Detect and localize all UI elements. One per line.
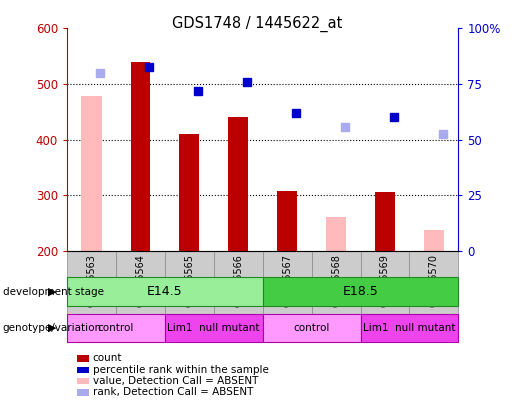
- Bar: [278, 191, 297, 251]
- Bar: [180, 134, 199, 251]
- Text: ▶: ▶: [48, 323, 57, 333]
- Bar: [312, 251, 360, 329]
- Bar: [229, 117, 248, 251]
- Text: percentile rank within the sample: percentile rank within the sample: [93, 365, 269, 375]
- Text: control: control: [294, 323, 330, 333]
- Text: Lim1  null mutant: Lim1 null mutant: [167, 323, 260, 333]
- Text: Lim1  null mutant: Lim1 null mutant: [363, 323, 456, 333]
- Text: development stage: development stage: [3, 287, 104, 296]
- Bar: [263, 251, 312, 329]
- Text: ▶: ▶: [48, 287, 57, 296]
- Bar: [263, 314, 360, 342]
- Bar: [131, 62, 150, 251]
- Text: E18.5: E18.5: [342, 285, 379, 298]
- Bar: [375, 192, 395, 251]
- Bar: [165, 314, 263, 342]
- Bar: [424, 230, 444, 251]
- Bar: [409, 251, 458, 329]
- Bar: [214, 251, 263, 329]
- Text: control: control: [98, 323, 134, 333]
- Bar: [360, 314, 458, 342]
- Text: genotype/variation: genotype/variation: [3, 323, 101, 333]
- Bar: [165, 251, 214, 329]
- Text: GDS1748 / 1445622_at: GDS1748 / 1445622_at: [173, 16, 342, 32]
- Bar: [67, 314, 165, 342]
- Bar: [67, 251, 116, 329]
- Bar: [81, 96, 101, 251]
- Text: rank, Detection Call = ABSENT: rank, Detection Call = ABSENT: [93, 388, 253, 397]
- Bar: [263, 277, 458, 306]
- Bar: [326, 217, 346, 251]
- Bar: [67, 277, 263, 306]
- Text: count: count: [93, 354, 122, 363]
- Text: value, Detection Call = ABSENT: value, Detection Call = ABSENT: [93, 376, 258, 386]
- Bar: [116, 251, 165, 329]
- Bar: [360, 251, 409, 329]
- Text: E14.5: E14.5: [147, 285, 183, 298]
